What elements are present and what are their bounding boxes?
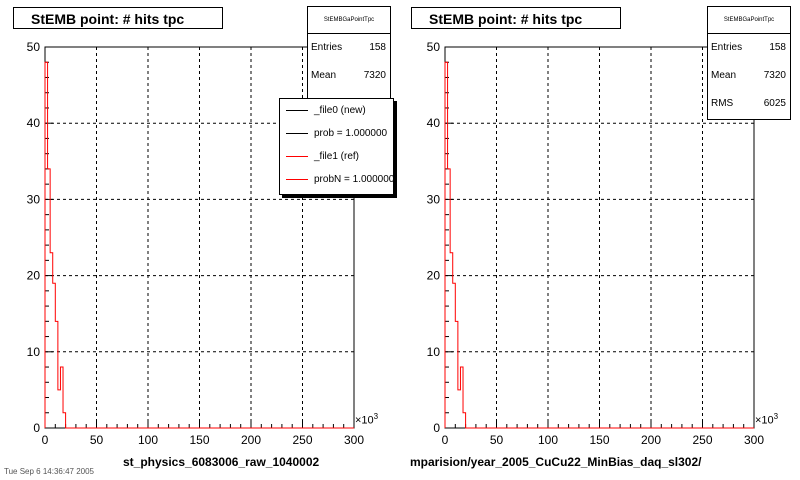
entries-value: 158 <box>769 42 786 53</box>
exponent-power: 3 <box>373 412 379 421</box>
right-stats-rms: RMS 6025 <box>708 90 790 118</box>
y-tick-label: 40 <box>27 116 41 130</box>
legend-swatch-black <box>286 110 308 111</box>
y-tick-label: 50 <box>427 40 441 54</box>
x-tick-label: 300 <box>744 433 764 447</box>
left-histogram-panel: 0 50 100 150 200 250 300 0 10 20 30 40 50 StEMB poin… <box>13 6 394 469</box>
y-tick-label: 40 <box>427 116 441 130</box>
left-stats-mean: Mean 7320 <box>308 62 390 90</box>
y-tick-label: 0 <box>433 421 440 435</box>
right-stats-mean: Mean 7320 <box>708 62 790 90</box>
right-stats-entries: Entries 158 <box>708 34 790 62</box>
y-tick-label: 30 <box>27 192 41 206</box>
x-tick-label: 250 <box>292 433 312 447</box>
legend-swatch-red <box>286 156 308 157</box>
legend-swatch-red <box>286 179 308 180</box>
right-chart-title: StEMB point: # hits tpc <box>411 7 621 29</box>
x-tick-label: 100 <box>538 433 558 447</box>
legend-entry-prob: prob = 1.000000 <box>280 122 393 145</box>
mean-label: Mean <box>311 70 337 81</box>
left-stats-entries: Entries 158 <box>308 34 390 62</box>
x-tick-label: 50 <box>90 433 104 447</box>
right-histogram-plot: 0 50 100 150 200 250 300 0 10 20 30 40 50 <box>427 40 765 447</box>
exponent-power: 3 <box>773 412 779 421</box>
legend-entry-file0: _file0 (new) <box>280 99 393 122</box>
histogram-series--file1-ref- <box>44 61 354 429</box>
right-stats-box: StEMBGaPointTpc Entries 158 Mean 7320 RM… <box>707 6 791 120</box>
histogram-series--file1-ref- <box>444 61 754 429</box>
legend-label: _file0 (new) <box>314 105 366 116</box>
x-tick-label: 150 <box>589 433 609 447</box>
y-tick-label: 20 <box>427 269 441 283</box>
mean-value: 7320 <box>763 70 786 81</box>
legend-swatch-black <box>286 133 308 134</box>
x-tick-label: 150 <box>189 433 209 447</box>
left-chart-title: StEMB point: # hits tpc <box>13 7 223 29</box>
y-tick-label: 0 <box>33 421 40 435</box>
y-tick-label: 10 <box>27 345 41 359</box>
x-tick-label: 300 <box>344 433 364 447</box>
right-stats-name: StEMBGaPointTpc <box>708 7 790 34</box>
y-tick-label: 50 <box>27 40 41 54</box>
footer-timestamp: Tue Sep 6 14:36:47 2005 <box>4 467 94 476</box>
right-histogram-panel: 0 50 100 150 200 250 300 0 10 20 30 40 50 StEMB poin… <box>400 0 800 480</box>
legend-label: probN = 1.000000 <box>314 174 394 185</box>
legend-label: prob = 1.000000 <box>314 128 388 139</box>
legend: _file0 (new) prob = 1.000000 _file1 (ref… <box>279 98 394 195</box>
x-tick-label: 200 <box>241 433 261 447</box>
left-x-axis-title: st_physics_6083006_raw_1040002 <box>123 455 320 469</box>
left-x-exponent: ×103 <box>355 412 378 427</box>
entries-value: 158 <box>369 42 386 53</box>
legend-label: _file1 (ref) <box>314 151 360 162</box>
mean-value: 7320 <box>363 70 386 81</box>
y-tick-label: 20 <box>27 269 41 283</box>
y-tick-label: 10 <box>427 345 441 359</box>
y-tick-label: 30 <box>427 192 441 206</box>
x-tick-label: 100 <box>138 433 158 447</box>
x-tick-label: 250 <box>692 433 712 447</box>
legend-entry-probn: probN = 1.000000 <box>280 168 393 191</box>
right-x-axis-title: mparision/year_2005_CuCu22_MinBias_daq_s… <box>410 455 702 469</box>
plot-frame <box>444 46 755 429</box>
entries-label: Entries <box>711 42 743 53</box>
x-tick-label: 50 <box>490 433 504 447</box>
x-tick-label: 0 <box>442 433 449 447</box>
rms-label: RMS <box>711 98 734 109</box>
right-x-exponent: ×103 <box>755 412 778 427</box>
entries-label: Entries <box>311 42 343 53</box>
x-tick-label: 0 <box>42 433 49 447</box>
rms-value: 6025 <box>763 98 786 109</box>
legend-entry-file1: _file1 (ref) <box>280 145 393 168</box>
x-tick-label: 200 <box>641 433 661 447</box>
exponent-base: ×10 <box>755 414 774 427</box>
mean-label: Mean <box>711 70 737 81</box>
exponent-base: ×10 <box>355 414 374 427</box>
left-stats-name: StEMBGaPointTpc <box>308 7 390 34</box>
